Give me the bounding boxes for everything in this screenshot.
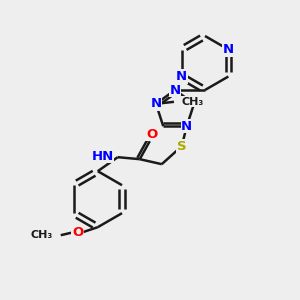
Text: N: N bbox=[223, 43, 234, 56]
Text: CH₃: CH₃ bbox=[31, 230, 53, 240]
Text: S: S bbox=[177, 140, 187, 153]
Text: O: O bbox=[146, 128, 158, 141]
Text: HN: HN bbox=[92, 150, 114, 163]
Text: CH₃: CH₃ bbox=[182, 97, 204, 107]
Text: N: N bbox=[169, 83, 181, 97]
Text: N: N bbox=[181, 120, 192, 133]
Text: N: N bbox=[176, 70, 187, 83]
Text: N: N bbox=[150, 97, 161, 110]
Text: O: O bbox=[72, 226, 83, 239]
